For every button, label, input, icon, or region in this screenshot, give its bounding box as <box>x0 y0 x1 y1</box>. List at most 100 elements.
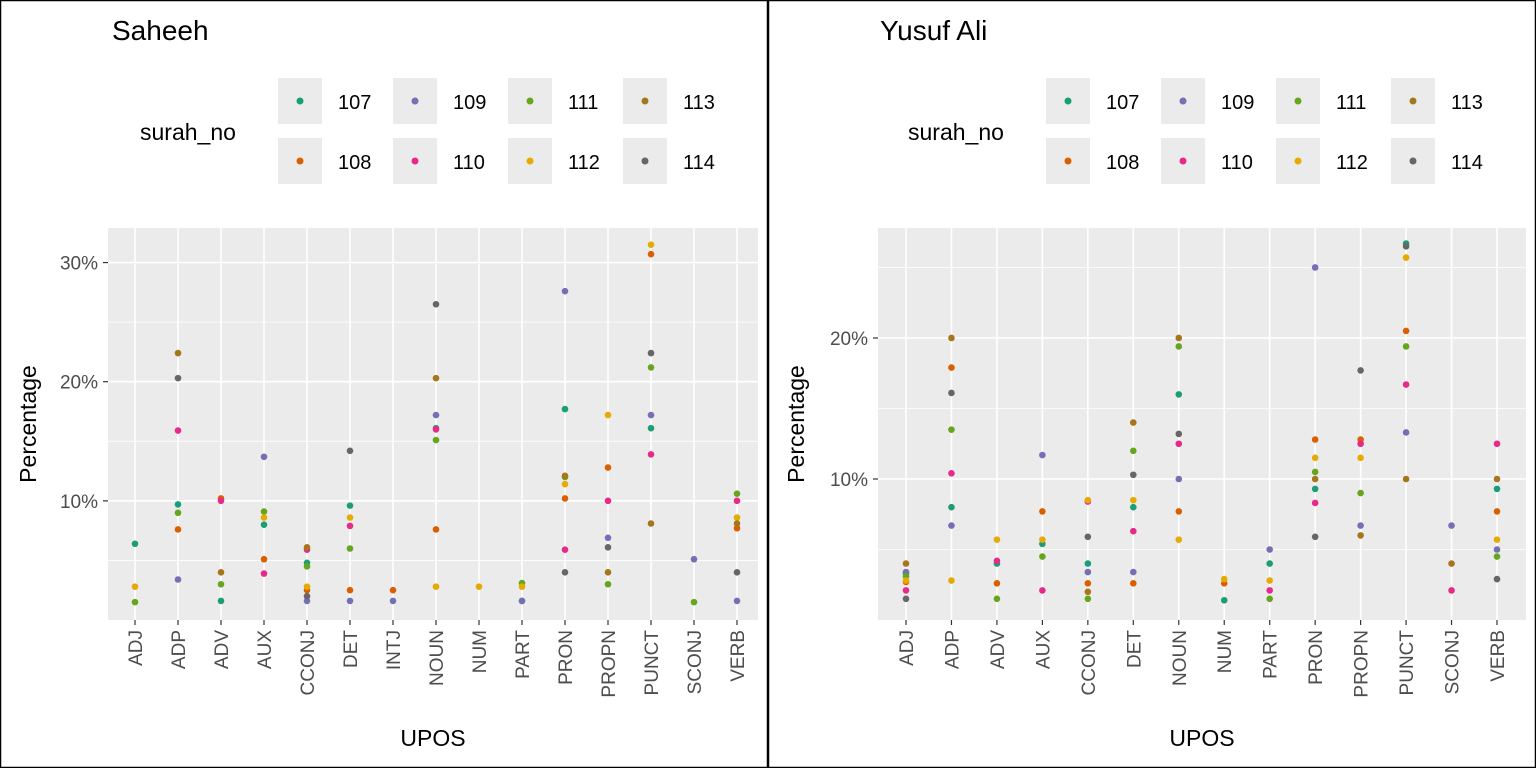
legend-item-112: 112 <box>508 138 600 184</box>
legend-label: 114 <box>683 152 715 174</box>
point-112-NOUN <box>1175 536 1183 543</box>
point-111-VERB <box>1493 553 1501 560</box>
y-tick-label: 20% <box>830 329 868 350</box>
point-108-NOUN <box>1175 508 1183 515</box>
legend-label: 112 <box>568 152 600 174</box>
point-111-AUX <box>1039 553 1046 560</box>
point-112-CCONJ <box>1084 496 1092 504</box>
point-109-CCONJ <box>1084 568 1092 576</box>
point-113-ADV <box>217 569 225 576</box>
point-109-CCONJ <box>303 597 311 605</box>
point-108-CCONJ <box>1084 580 1092 587</box>
point-114-PROPN <box>604 544 612 551</box>
x-tick-label: NUM <box>1215 630 1236 673</box>
x-tick-label: INTJ <box>384 630 405 670</box>
point-110-PART <box>1266 587 1273 594</box>
point-111-ADV <box>993 595 1001 603</box>
point-113-PROPN <box>604 569 612 576</box>
point-113-SCONJ <box>1448 560 1455 567</box>
panel-title: Saheeh <box>112 15 209 46</box>
x-tick-label: NOUN <box>427 630 448 686</box>
panel-title: Yusuf Ali <box>880 15 987 46</box>
point-107-AUX <box>260 521 268 528</box>
point-109-ADP <box>948 522 955 529</box>
point-112-ADJ <box>131 583 139 590</box>
point-113-PRON <box>561 472 569 480</box>
legend-marker <box>641 157 649 165</box>
y-axis-title: Percentage <box>783 365 809 483</box>
point-108-DET <box>1130 580 1137 587</box>
legend-label: 109 <box>1221 92 1254 114</box>
legend-item-110: 110 <box>1161 138 1253 184</box>
point-113-CCONJ <box>1084 588 1092 596</box>
legend-marker <box>526 97 534 105</box>
point-109-PUNCT <box>1402 429 1410 436</box>
legend-item-110: 110 <box>393 138 485 184</box>
x-tick-label: CCONJ <box>298 630 319 695</box>
point-114-ADP <box>174 374 182 382</box>
x-tick-label: PROPN <box>1352 630 1373 698</box>
point-107-ADP <box>948 503 955 511</box>
point-112-AUX <box>1039 536 1046 543</box>
point-114-ADJ <box>902 595 910 603</box>
point-112-PRON <box>561 480 569 488</box>
x-tick-label: ADJ <box>897 630 918 666</box>
point-114-PUNCT <box>1402 243 1410 250</box>
y-tick-label: 20% <box>60 373 98 394</box>
point-111-PUNCT <box>647 364 655 371</box>
point-111-AUX <box>260 508 268 515</box>
legend-item-114: 114 <box>623 138 715 184</box>
point-110-NOUN <box>432 426 440 433</box>
point-114-ADP <box>948 389 955 397</box>
point-111-SCONJ <box>690 598 698 606</box>
point-108-ADV <box>993 580 1001 587</box>
x-tick-label: VERB <box>728 630 749 682</box>
plot-area <box>878 228 1526 620</box>
x-tick-label: NUM <box>470 630 491 673</box>
legend-title: surah_no <box>140 119 236 145</box>
point-110-PROPN <box>1357 440 1364 448</box>
point-108-PRON <box>561 495 569 502</box>
point-107-PART <box>1266 560 1273 567</box>
point-110-ADP <box>948 470 955 477</box>
point-107-NUM <box>1220 596 1228 604</box>
point-113-ADJ <box>902 560 910 567</box>
point-112-PUNCT <box>1402 254 1410 261</box>
x-tick-label: NOUN <box>1170 630 1191 686</box>
point-110-DET <box>346 522 354 530</box>
point-111-ADV <box>217 580 225 588</box>
point-112-ADJ <box>902 577 910 584</box>
point-111-VERB <box>733 490 741 498</box>
point-110-ADV <box>217 497 225 505</box>
legend-label: 110 <box>453 152 485 174</box>
point-114-VERB <box>733 569 741 576</box>
point-108-PUNCT <box>1402 327 1410 335</box>
x-tick-label: PART <box>513 630 534 679</box>
point-107-PRON <box>561 405 569 413</box>
point-108-AUX <box>260 555 268 563</box>
point-113-NOUN <box>432 374 440 382</box>
point-110-AUX <box>260 570 268 577</box>
legend-label: 113 <box>683 92 715 114</box>
point-109-ADP <box>174 576 182 583</box>
point-113-PRON <box>1311 475 1319 483</box>
point-108-ADP <box>174 526 182 533</box>
point-113-VERB <box>733 520 741 527</box>
y-axis-title: Percentage <box>15 365 41 483</box>
point-111-PRON <box>1311 468 1319 476</box>
point-113-PUNCT <box>1402 475 1410 483</box>
legend-marker <box>1409 157 1417 165</box>
point-112-CCONJ <box>303 583 311 590</box>
point-110-ADV <box>993 557 1001 565</box>
legend-label: 107 <box>1106 92 1139 114</box>
legend-marker <box>411 157 419 165</box>
legend-item-113: 113 <box>623 78 715 124</box>
point-113-DET <box>1130 419 1137 426</box>
legend-item-111: 111 <box>508 78 598 124</box>
point-114-DET <box>346 447 354 455</box>
point-109-DET <box>346 597 354 605</box>
point-112-ADP <box>948 577 955 584</box>
legend-item-108: 108 <box>278 138 371 184</box>
point-112-PROPN <box>604 411 612 419</box>
x-tick-label: SCONJ <box>685 630 706 694</box>
